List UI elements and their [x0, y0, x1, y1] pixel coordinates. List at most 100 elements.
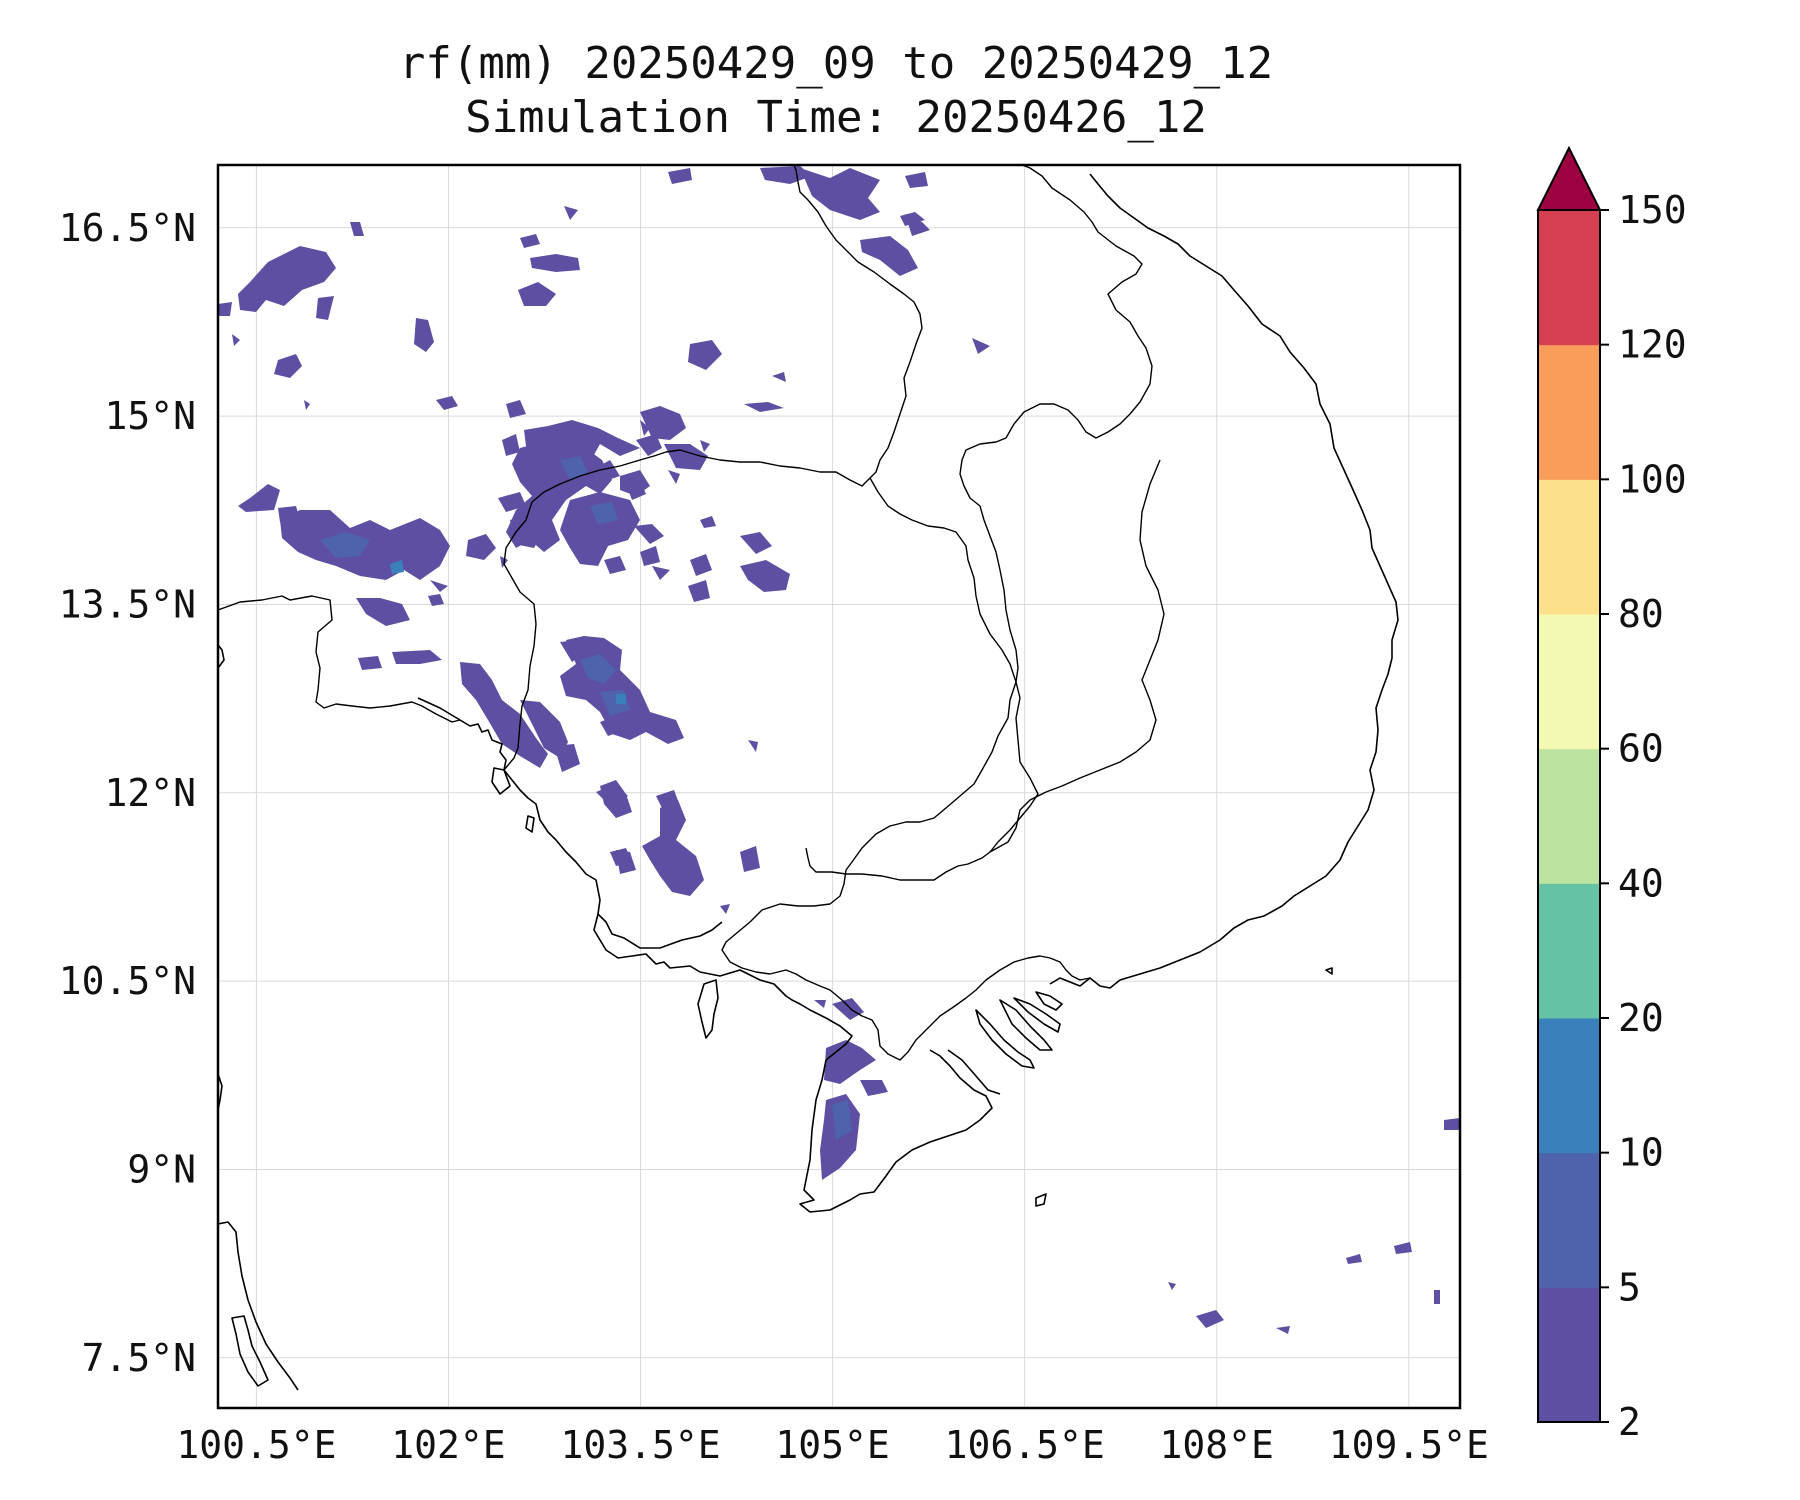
rain-patch [428, 594, 444, 606]
colorbar-level-label: 40 [1618, 861, 1664, 905]
lat-tick-label: 10.5°N [59, 959, 196, 1003]
rain-patch [636, 434, 662, 456]
rainfall-layer [218, 166, 1460, 1334]
border-thailand-cambodia-north [503, 451, 667, 771]
lat-tick-label: 9°N [127, 1147, 196, 1191]
rain-patch [640, 406, 686, 440]
rain-patch [356, 598, 410, 626]
island-small-east [1325, 967, 1333, 975]
rain-core [320, 532, 370, 558]
island-malaysia-1 [231, 1315, 269, 1387]
coastline-delta-arm-2 [975, 1009, 1035, 1069]
map-panel [216, 163, 1462, 1410]
lat-tick-label: 16.5°N [59, 206, 196, 250]
colorbar-level-label: 120 [1618, 323, 1687, 367]
lat-tick-label: 7.5°N [82, 1336, 196, 1380]
coastline-delta-arm-3 [999, 999, 1053, 1051]
rain-patch [626, 480, 646, 500]
rain-patch [905, 214, 930, 236]
rain-patch [720, 904, 730, 914]
rain-patch [1434, 1290, 1440, 1304]
lon-tick-label: 103.5°E [560, 1423, 720, 1467]
rain-patch [860, 236, 918, 276]
rain-patch [748, 740, 758, 752]
lat-tick-label: 12°N [104, 771, 196, 815]
rain-patch [700, 440, 710, 452]
rain-core [390, 560, 404, 574]
border-cambodia-vietnam-south [845, 681, 1017, 871]
rain-patch [238, 246, 336, 312]
island-koh-kut [525, 815, 535, 833]
rain-patch [596, 784, 628, 806]
rain-patch [740, 532, 772, 554]
island-phu-quoc [697, 979, 719, 1039]
colorbar-segment [1538, 344, 1600, 480]
rain-patch [304, 400, 310, 410]
rain-patch [814, 1000, 826, 1008]
rain-patch [460, 662, 548, 768]
border-cambodia-vietnam-delta [769, 955, 1091, 1061]
coastline-gulf-of-thailand [218, 644, 225, 669]
rain-patch [832, 998, 864, 1020]
rain-patch [358, 656, 382, 670]
rain-patch [1196, 1310, 1224, 1328]
rain-patch [668, 470, 680, 484]
colorbar-extend-max-arrow [1536, 145, 1602, 211]
colorbar-level-label: 20 [1618, 996, 1664, 1040]
rain-patch [506, 400, 526, 418]
rain-patch [502, 434, 520, 456]
axis-labels: 100.5°E 102°E 103.5°E 105°E 106.5°E 108°E 109.… [59, 206, 1489, 1467]
rain-patch [350, 222, 364, 236]
rain-patch [1168, 1282, 1176, 1290]
rain-patch [554, 744, 580, 772]
lon-tick-label: 100.5°E [176, 1423, 336, 1467]
colorbar-level-label: 2 [1618, 1400, 1641, 1444]
rain-patch [604, 556, 626, 574]
lon-tick-label: 108°E [1160, 1423, 1274, 1467]
rain-patch [232, 334, 240, 346]
border-layer [218, 165, 1165, 1061]
border-vietnam-interior [989, 459, 1165, 853]
map-frame [216, 163, 1462, 1410]
rain-patch [744, 402, 784, 412]
rain-patch [1346, 1254, 1362, 1264]
rain-patch [600, 716, 624, 736]
coastline-layer [218, 173, 1399, 1391]
colorbar-segment [1538, 1152, 1600, 1288]
rain-patch [700, 516, 716, 528]
map-background [218, 165, 1460, 1408]
rain-patch [564, 206, 578, 220]
rain-patch [740, 846, 760, 872]
rain-patch [436, 396, 458, 410]
border-thailand-cambodia [218, 595, 461, 723]
rain-patch [520, 234, 540, 248]
coastline-delta-arm-1 [947, 1049, 1001, 1095]
rain-patch [316, 296, 334, 320]
coastline-delta-arm-5 [1035, 991, 1063, 1011]
rain-core [832, 1100, 852, 1140]
rain-patch [690, 554, 712, 576]
lon-tick-label: 109.5°E [1329, 1423, 1489, 1467]
border-cambodia-vietnam-mekong [721, 869, 847, 975]
colorbar-segment [1538, 210, 1600, 346]
rain-core [590, 502, 618, 524]
coastline-malay-peninsula [218, 1221, 299, 1391]
rain-patch [1276, 1326, 1290, 1334]
border-laos-thailand-mekong [793, 165, 923, 479]
rain-patch [640, 546, 660, 566]
rain-patch [640, 420, 650, 436]
island-koh-kong [491, 767, 511, 795]
rain-patch [414, 318, 434, 352]
colorbar-level-label: 5 [1618, 1265, 1641, 1309]
colorbar-level-label: 150 [1618, 188, 1687, 232]
rain-patch [652, 566, 670, 580]
rain-patch [760, 166, 812, 184]
coastline-east-thailand [417, 697, 723, 949]
rain-patch [1394, 1242, 1412, 1254]
rain-patch [634, 524, 664, 544]
rain-patch [520, 700, 568, 758]
rain-patch [616, 850, 636, 874]
gridlines [218, 165, 1460, 1408]
rain-patch [772, 372, 786, 382]
